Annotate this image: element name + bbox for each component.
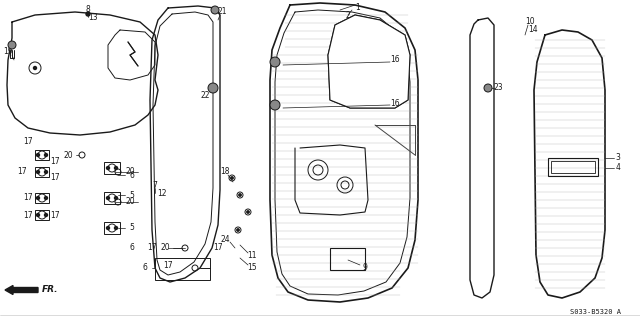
Bar — [330, 248, 365, 270]
Bar — [35, 150, 49, 160]
Circle shape — [45, 213, 47, 217]
Text: 21: 21 — [217, 8, 227, 17]
Text: 17: 17 — [17, 167, 27, 176]
Text: 17: 17 — [50, 158, 60, 167]
Text: 6: 6 — [129, 243, 134, 253]
Text: 4: 4 — [616, 164, 620, 173]
Text: 17: 17 — [50, 211, 60, 219]
Text: 17: 17 — [23, 194, 33, 203]
Text: 20: 20 — [63, 151, 73, 160]
FancyArrow shape — [5, 286, 38, 294]
Circle shape — [86, 12, 90, 16]
Text: 19: 19 — [3, 48, 13, 56]
Circle shape — [106, 226, 109, 229]
Bar — [35, 210, 49, 220]
Circle shape — [270, 57, 280, 67]
Bar — [104, 192, 120, 204]
Text: 12: 12 — [157, 189, 167, 197]
Text: 16: 16 — [390, 56, 400, 64]
Text: 2: 2 — [346, 11, 350, 20]
Circle shape — [115, 226, 118, 229]
Circle shape — [231, 177, 233, 179]
Text: 24: 24 — [220, 235, 230, 244]
Text: 10: 10 — [525, 18, 535, 26]
Text: FR.: FR. — [42, 286, 58, 294]
Circle shape — [247, 211, 249, 213]
Text: 5: 5 — [129, 224, 134, 233]
Circle shape — [208, 83, 218, 93]
Text: 3: 3 — [616, 153, 620, 162]
Text: 23: 23 — [493, 84, 503, 93]
Circle shape — [33, 66, 36, 70]
Bar — [104, 222, 120, 234]
Circle shape — [45, 170, 47, 174]
Circle shape — [36, 213, 40, 217]
Text: 14: 14 — [528, 26, 538, 34]
Circle shape — [239, 194, 241, 196]
Text: 17: 17 — [23, 137, 33, 146]
Text: 7: 7 — [152, 181, 157, 189]
Polygon shape — [328, 15, 410, 108]
Circle shape — [45, 197, 47, 199]
Text: 20: 20 — [160, 243, 170, 253]
Text: 22: 22 — [200, 91, 210, 100]
Text: 9: 9 — [363, 263, 367, 272]
Bar — [155, 258, 210, 280]
Text: 11: 11 — [247, 250, 257, 259]
Bar — [104, 162, 120, 174]
Circle shape — [211, 6, 219, 14]
Circle shape — [270, 100, 280, 110]
Circle shape — [36, 170, 40, 174]
Text: 1: 1 — [356, 4, 360, 12]
Circle shape — [484, 84, 492, 92]
Text: 6: 6 — [143, 263, 147, 272]
Bar — [35, 167, 49, 177]
Circle shape — [106, 167, 109, 169]
Bar — [551, 161, 595, 173]
Bar — [548, 158, 598, 176]
Text: 15: 15 — [247, 263, 257, 272]
Text: 6: 6 — [129, 170, 134, 180]
Circle shape — [106, 197, 109, 199]
Text: 17: 17 — [23, 211, 33, 219]
Text: 16: 16 — [390, 99, 400, 108]
Circle shape — [115, 167, 118, 169]
Circle shape — [45, 153, 47, 157]
Circle shape — [36, 153, 40, 157]
Text: 20: 20 — [125, 197, 135, 206]
Text: 17: 17 — [147, 243, 157, 253]
Text: 20: 20 — [125, 167, 135, 176]
Circle shape — [115, 197, 118, 199]
Text: 17: 17 — [163, 261, 173, 270]
Circle shape — [237, 229, 239, 231]
Text: S033-B5320 A: S033-B5320 A — [570, 309, 621, 315]
Circle shape — [36, 197, 40, 199]
Text: 18: 18 — [220, 167, 230, 176]
Text: 13: 13 — [88, 12, 98, 21]
Text: 17: 17 — [213, 243, 223, 253]
Text: 5: 5 — [129, 190, 134, 199]
Text: 17: 17 — [50, 174, 60, 182]
Bar — [35, 193, 49, 203]
Circle shape — [8, 41, 16, 49]
Text: 8: 8 — [86, 5, 90, 14]
